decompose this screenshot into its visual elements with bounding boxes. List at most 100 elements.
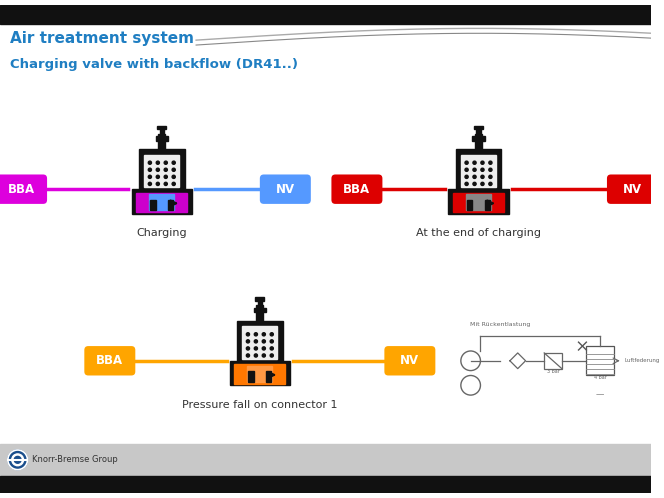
FancyBboxPatch shape [260,174,311,204]
Bar [149,195,174,210]
Text: BBA: BBA [343,183,371,196]
Circle shape [148,168,151,171]
Bar [258,299,262,308]
Text: Knorr-Bremse Group: Knorr-Bremse Group [33,455,118,464]
Bar [475,133,482,149]
Bar [155,136,168,140]
Circle shape [489,182,492,185]
Bar [466,195,491,210]
Circle shape [254,340,258,343]
Circle shape [246,354,250,357]
Text: NV: NV [623,183,642,196]
Bar [136,193,187,212]
Circle shape [172,161,175,164]
Circle shape [270,340,274,343]
Circle shape [148,182,151,185]
Circle shape [164,175,167,178]
Circle shape [481,161,484,164]
Text: —: — [596,390,604,399]
Circle shape [262,340,266,343]
Circle shape [14,456,21,463]
Bar [0,444,651,476]
Circle shape [481,175,484,178]
Bar [476,127,481,136]
Text: At the end of charging: At the end of charging [416,229,541,239]
Circle shape [465,175,468,178]
Circle shape [156,182,159,185]
Circle shape [246,347,250,350]
Circle shape [156,161,159,164]
Circle shape [164,182,167,185]
Circle shape [473,182,476,185]
Circle shape [246,340,250,343]
Text: NV: NV [400,354,420,368]
Text: Luftfederung: Luftfederung [625,358,660,363]
Circle shape [465,168,468,171]
Bar [472,136,485,140]
Bar [157,125,166,129]
Circle shape [8,450,27,470]
Circle shape [12,454,23,466]
Circle shape [254,347,258,350]
Bar [448,189,509,214]
Circle shape [172,175,175,178]
Bar [456,149,501,189]
Circle shape [262,333,266,336]
Text: Charging valve with backflow (DR41..): Charging valve with backflow (DR41..) [10,58,298,71]
Circle shape [465,182,468,185]
Circle shape [148,161,151,164]
Bar [256,297,264,301]
Bar [158,133,165,149]
Bar [168,200,173,210]
FancyBboxPatch shape [384,346,436,375]
Circle shape [172,168,175,171]
FancyBboxPatch shape [331,174,382,204]
Bar [467,200,472,210]
Text: BBA: BBA [8,183,35,196]
Circle shape [465,161,468,164]
Bar [230,361,290,385]
Circle shape [164,168,167,171]
Circle shape [270,333,274,336]
Bar [234,365,286,384]
Text: Air treatment system: Air treatment system [10,31,194,46]
Bar [131,189,192,214]
Circle shape [473,168,476,171]
Bar [485,200,490,210]
Bar [248,366,272,382]
Circle shape [489,168,492,171]
Circle shape [481,182,484,185]
Text: 3 bar: 3 bar [546,369,560,374]
Bar [248,372,254,382]
Bar [256,305,264,321]
Text: 4 bar: 4 bar [594,375,606,380]
Bar [461,155,496,187]
Circle shape [246,333,250,336]
Text: BBA: BBA [96,354,124,368]
Text: NV: NV [276,183,295,196]
Circle shape [254,333,258,336]
Circle shape [262,347,266,350]
Bar [0,5,651,24]
FancyBboxPatch shape [607,174,658,204]
Bar [474,125,483,129]
Circle shape [489,175,492,178]
FancyBboxPatch shape [84,346,135,375]
Text: Mit Rückentlastung: Mit Rückentlastung [470,322,531,327]
Bar [586,346,614,375]
Circle shape [473,161,476,164]
Bar [237,321,283,361]
Bar [254,308,266,312]
Bar [159,127,164,136]
Circle shape [172,182,175,185]
Circle shape [270,347,274,350]
Circle shape [489,161,492,164]
Circle shape [164,161,167,164]
Circle shape [156,175,159,178]
Circle shape [156,168,159,171]
Circle shape [473,175,476,178]
Bar [144,155,179,187]
Bar [150,200,155,210]
Text: Charging: Charging [137,229,187,239]
Circle shape [270,354,274,357]
